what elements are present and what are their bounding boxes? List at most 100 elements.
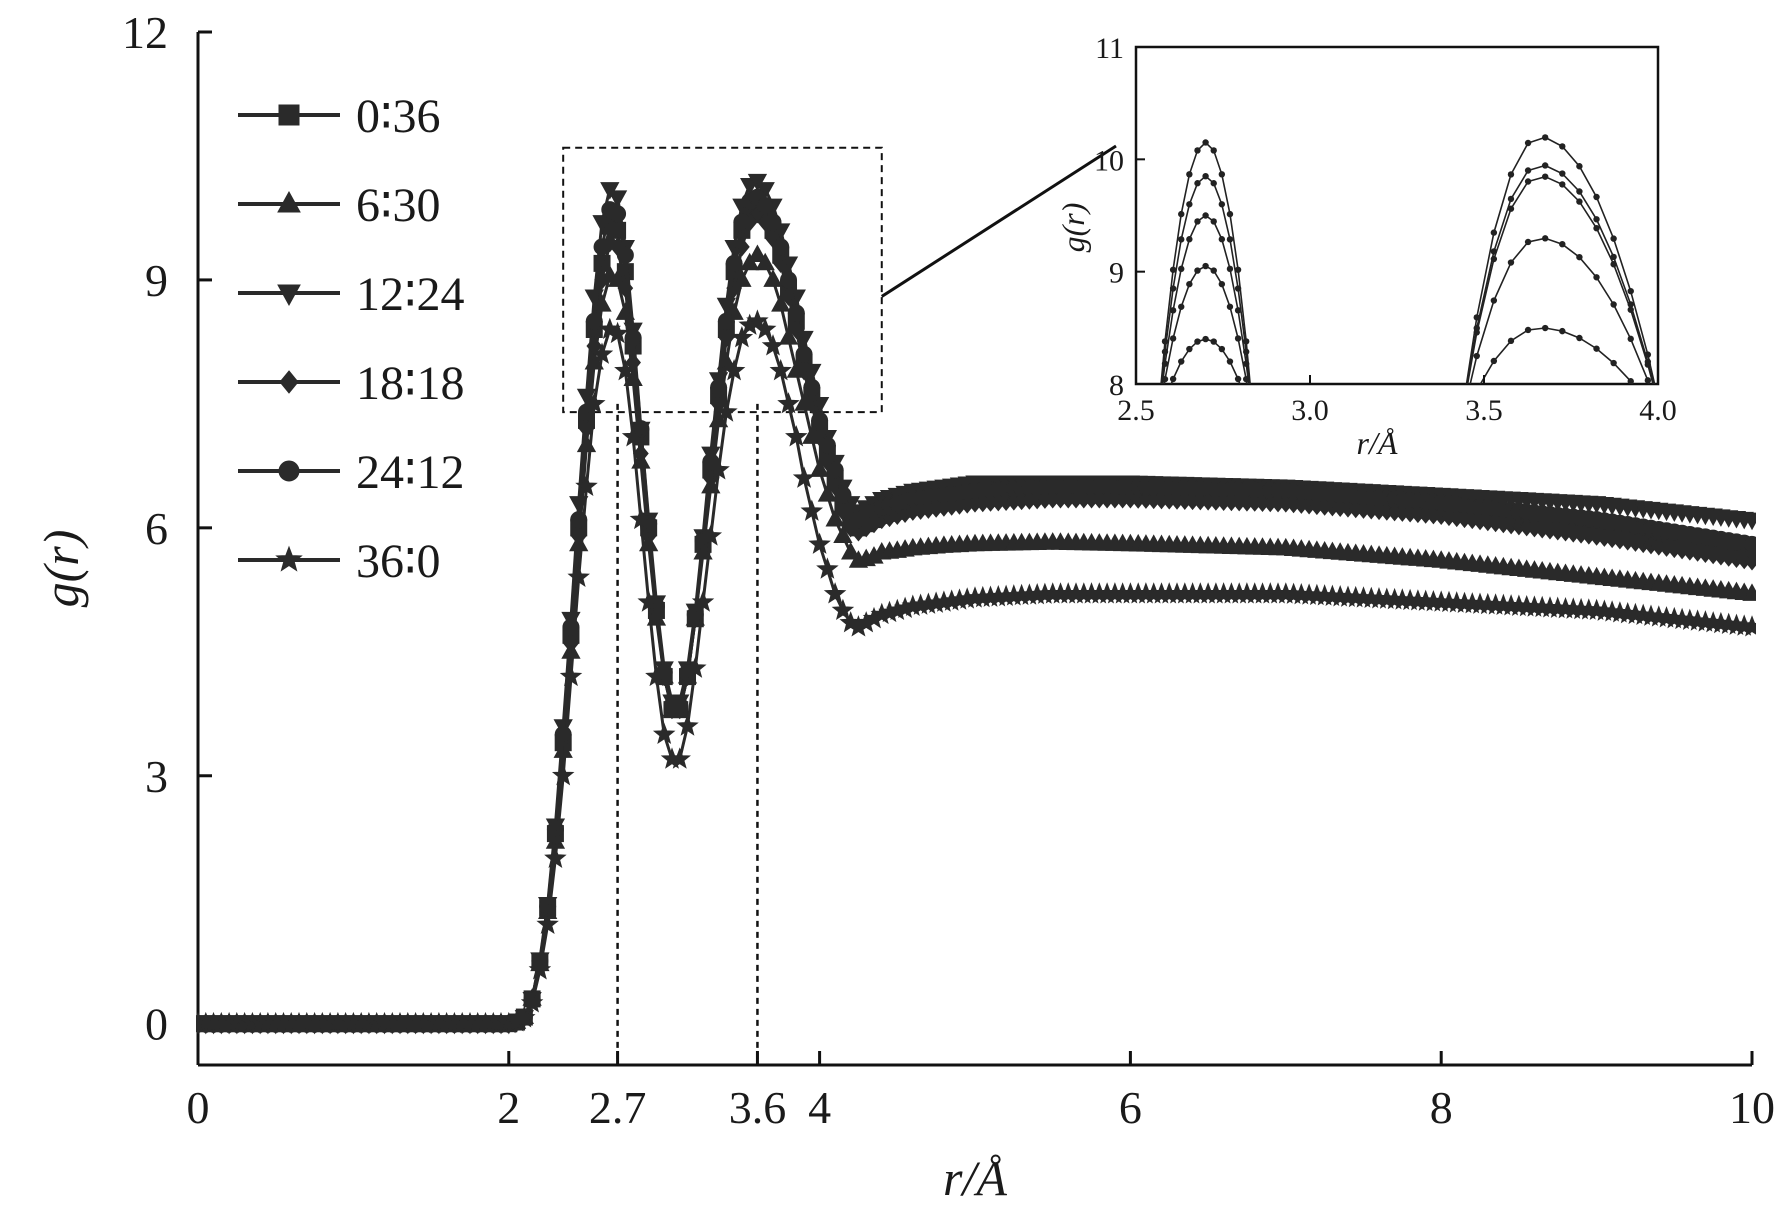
inset-data-point (1210, 267, 1217, 274)
inset-series-curve (1456, 324, 1634, 432)
data-point (1742, 512, 1756, 531)
inset-data-point (1202, 335, 1209, 343)
series-line (198, 319, 1753, 1026)
data-point (593, 238, 611, 256)
inset-data-point (1610, 235, 1617, 242)
inset-data-point (1559, 240, 1566, 248)
data-point (771, 294, 791, 312)
data-point (710, 378, 728, 396)
inset-data-point (1627, 335, 1634, 343)
data-point (788, 319, 805, 340)
data-point (676, 714, 699, 736)
inset-data-point (1243, 338, 1250, 345)
data-point (1740, 615, 1756, 637)
inset-data-point (1194, 338, 1201, 345)
data-point (617, 278, 634, 298)
inset-data-point (1202, 139, 1209, 146)
inset-data-point (1251, 426, 1257, 432)
inset-data-point (1473, 314, 1480, 321)
inset-y-ticks: 8 9 10 11 (1094, 32, 1145, 402)
main-x-tick-label: 6 (1119, 1082, 1142, 1133)
inset-data-point (1507, 205, 1515, 212)
inset-data-point (1226, 265, 1234, 273)
main-y-tick-label: 6 (145, 503, 168, 554)
data-point (795, 345, 813, 363)
inset-data-point (1194, 147, 1201, 154)
inset-data-point (1178, 210, 1185, 218)
data-point (803, 394, 820, 414)
legend-item: 0∶36 (238, 90, 441, 143)
data-point (809, 459, 830, 477)
data-point (725, 254, 743, 272)
data-point (528, 958, 552, 980)
legend: 0∶36 6∶30 12∶24 18∶18 24∶12 36∶0 (238, 90, 465, 588)
inset-data-point (1194, 267, 1201, 274)
inset-x-tick-label: 3.5 (1465, 394, 1503, 427)
data-point (792, 466, 816, 488)
inset-data-point (1169, 307, 1177, 314)
inset-data-point (1243, 398, 1249, 404)
inset-data-point (1226, 210, 1234, 218)
main-y-tick-label: 12 (122, 7, 168, 58)
inset-chart: 2.5 3.0 3.5 4.0 8 9 10 11 r/Å g(r) (1055, 32, 1677, 461)
inset-data-point (1202, 262, 1209, 270)
data-point (826, 461, 844, 479)
data-point (780, 271, 798, 289)
inset-data-point (1576, 334, 1583, 342)
inset-data-point (1202, 172, 1209, 180)
inset-data-point (1490, 248, 1498, 255)
data-point (833, 525, 853, 544)
inset-data-point (1456, 426, 1462, 432)
data-point (652, 722, 676, 745)
data-point (717, 312, 735, 330)
inset-data-point (1218, 171, 1226, 178)
data-point (715, 400, 738, 422)
inset-data-point (1524, 167, 1532, 174)
inset-data-point (1456, 426, 1462, 432)
data-point (609, 205, 627, 223)
data-point (554, 725, 572, 743)
inset-frame (1134, 45, 1660, 386)
main-x-tick-label: 10 (1729, 1082, 1775, 1133)
inset-data-point (1507, 259, 1515, 266)
inset-data-point (1524, 238, 1532, 246)
inset-data-point (1186, 236, 1193, 243)
inset-data-point (1541, 324, 1549, 332)
inset-data-point (1210, 218, 1217, 225)
main-x-tick-label: 2.7 (589, 1082, 647, 1133)
data-point (756, 197, 774, 215)
inset-series (1160, 134, 1656, 432)
data-point (730, 325, 754, 348)
data-point (777, 392, 800, 414)
legend-marker (279, 370, 299, 394)
inset-x-tick-label: 3.0 (1291, 394, 1329, 427)
inset-data-point (1218, 201, 1226, 208)
inset-data-point (1178, 236, 1185, 243)
data-point (707, 458, 730, 480)
inset-data-point (1226, 236, 1234, 243)
legend-marker (275, 545, 303, 572)
data-point (778, 327, 799, 345)
inset-data-point (1490, 229, 1498, 236)
inset-data-point (1218, 345, 1226, 353)
data-point (520, 991, 544, 1013)
data-point (621, 425, 645, 447)
legend-item: 36∶0 (238, 535, 441, 588)
inset-data-point (1194, 180, 1201, 187)
legend-marker (278, 460, 300, 482)
data-point (1742, 583, 1756, 601)
legend-marker (277, 190, 301, 213)
data-point (823, 582, 847, 604)
data-point (1744, 551, 1756, 571)
legend-label: 36∶0 (356, 535, 441, 588)
main-axes: 0 2 2.7 3.6 4 6 8 10 0 3 6 9 12 r/Å g(r) (33, 7, 1775, 1206)
legend-item: 18∶18 (238, 357, 465, 410)
data-point (785, 425, 808, 447)
inset-data-point (1234, 307, 1242, 314)
inset-y-tick-label: 11 (1095, 32, 1124, 65)
data-point (825, 508, 845, 527)
main-x-tick-label: 4 (808, 1082, 831, 1133)
inset-data-point (1559, 181, 1566, 188)
